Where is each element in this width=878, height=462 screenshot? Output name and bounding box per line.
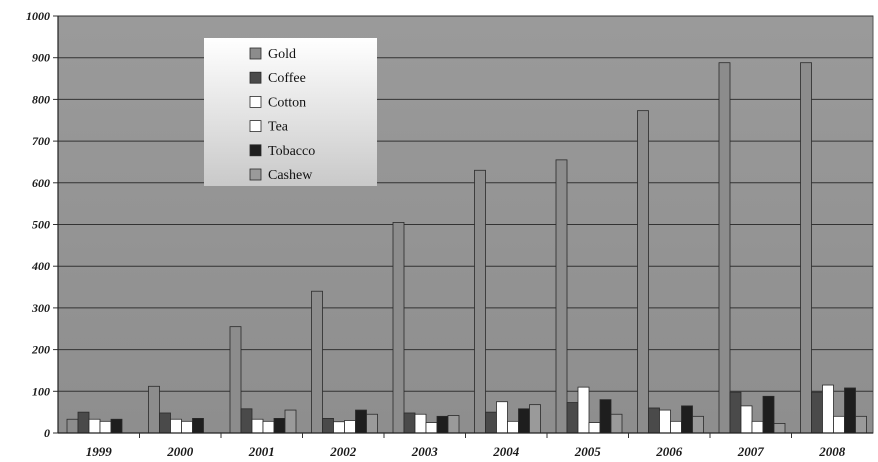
legend-label-cashew: Cashew	[268, 168, 313, 183]
bar-tea-2004	[507, 420, 519, 434]
bar-cotton-2006	[659, 409, 671, 434]
bar-coffee-2002	[322, 418, 334, 434]
bar-tobacco-2007	[762, 395, 775, 434]
legend-swatch-tobacco	[249, 144, 262, 157]
y-tick-label: 800	[32, 92, 50, 106]
x-tick-label: 2006	[655, 444, 683, 459]
y-tick-label: 500	[32, 218, 50, 232]
y-tick-label: 400	[31, 259, 50, 273]
bar-coffee-2001	[240, 408, 253, 434]
legend-label-coffee: Coffee	[268, 71, 306, 86]
x-tick-label: 2003	[411, 444, 439, 459]
legend-swatch-cashew	[249, 168, 262, 181]
bar-tea-2002	[344, 420, 356, 434]
x-tick-label: 1999	[86, 444, 113, 459]
bar-cashew-2005	[610, 413, 623, 434]
bar-cashew-2001	[284, 409, 297, 434]
bar-cashew-2007	[773, 423, 786, 434]
bar-cotton-2001	[251, 418, 264, 434]
bar-gold-2003	[392, 222, 405, 434]
bar-gold-1999	[66, 418, 79, 434]
bar-cotton-2002	[333, 421, 345, 434]
bar-gold-2004	[474, 169, 486, 434]
bar-cashew-2003	[447, 415, 460, 434]
legend-label-cotton: Cotton	[268, 95, 306, 110]
legend-box	[204, 38, 377, 186]
bar-cashew-2008	[855, 415, 867, 434]
y-tick-label: 100	[32, 384, 50, 398]
bar-cotton-2007	[740, 405, 753, 434]
x-tick-label: 2008	[818, 444, 846, 459]
bar-gold-2005	[555, 159, 568, 434]
bar-cotton-1999	[88, 418, 101, 434]
y-tick-label: 0	[44, 426, 50, 440]
legend-swatch-coffee	[249, 71, 262, 84]
x-tick-label: 2000	[166, 444, 194, 459]
x-tick-label: 2005	[574, 444, 602, 459]
bar-tobacco-2001	[273, 418, 286, 434]
y-tick-label: 1000	[26, 9, 50, 23]
bar-tea-2008	[833, 415, 845, 434]
bar-tea-1999	[99, 420, 112, 434]
bar-gold-2007	[718, 62, 731, 434]
y-tick-label: 600	[32, 176, 50, 190]
bar-cotton-2008	[822, 384, 834, 434]
legend: Gold Coffee Cotton Tea Tobacco Cashew	[204, 38, 377, 186]
bar-tobacco-2000	[192, 418, 204, 434]
bar-cashew-2004	[529, 404, 541, 434]
bar-tobacco-1999	[110, 418, 123, 434]
bar-coffee-2008	[811, 391, 823, 434]
bar-tea-2007	[751, 420, 764, 434]
bar-coffee-2000	[159, 412, 171, 434]
bar-coffee-1999	[77, 411, 90, 434]
bar-cotton-2003	[414, 413, 427, 434]
legend-label-tea: Tea	[268, 120, 289, 135]
bar-tea-2001	[262, 420, 275, 434]
x-tick-label: 2002	[329, 444, 357, 459]
legend-label-gold: Gold	[268, 47, 296, 62]
bar-gold-2001	[229, 326, 242, 434]
bar-gold-2000	[148, 385, 160, 434]
bar-tea-2005	[588, 422, 601, 434]
bar-coffee-2004	[485, 411, 497, 434]
legend-swatch-gold	[249, 47, 262, 60]
bar-tobacco-2005	[599, 399, 612, 434]
bar-gold-2002	[311, 290, 323, 434]
bar-tobacco-2002	[355, 409, 367, 434]
bar-tea-2000	[181, 420, 193, 434]
bar-cotton-2004	[496, 401, 508, 434]
gridlines	[58, 15, 873, 392]
bar-cashew-2006	[692, 415, 704, 434]
y-tick-label: 200	[31, 343, 50, 357]
bar-coffee-2007	[729, 391, 742, 434]
legend-swatch-tea	[249, 120, 262, 132]
bar-coffee-2003	[403, 412, 416, 434]
legend-swatch-cotton	[249, 96, 262, 108]
bars	[66, 62, 867, 434]
bar-cotton-2005	[577, 386, 590, 434]
y-tick-label: 900	[32, 51, 50, 65]
x-tick-label: 2001	[248, 444, 275, 459]
bar-tobacco-2008	[844, 387, 856, 434]
axes: 0 100 200 300 400 500 600 700 800 900 1000 1999 2000…	[26, 9, 873, 459]
bar-tea-2003	[425, 422, 438, 434]
bar-tobacco-2003	[436, 415, 449, 434]
bar-coffee-2006	[648, 407, 660, 434]
bar-coffee-2005	[566, 402, 579, 434]
bar-gold-2006	[637, 110, 649, 434]
y-tick-label: 300	[31, 301, 50, 315]
legend-label-tobacco: Tobacco	[268, 144, 315, 159]
x-tick-label: 2007	[737, 444, 765, 459]
bar-cashew-2002	[366, 413, 378, 434]
bar-tobacco-2004	[518, 408, 530, 434]
x-tick-label: 2004	[492, 444, 520, 459]
bar-cotton-2000	[170, 418, 182, 434]
bar-tea-2006	[670, 420, 682, 434]
bar-gold-2008	[800, 62, 812, 434]
y-tick-label: 700	[32, 134, 50, 148]
bar-tobacco-2006	[681, 405, 693, 434]
